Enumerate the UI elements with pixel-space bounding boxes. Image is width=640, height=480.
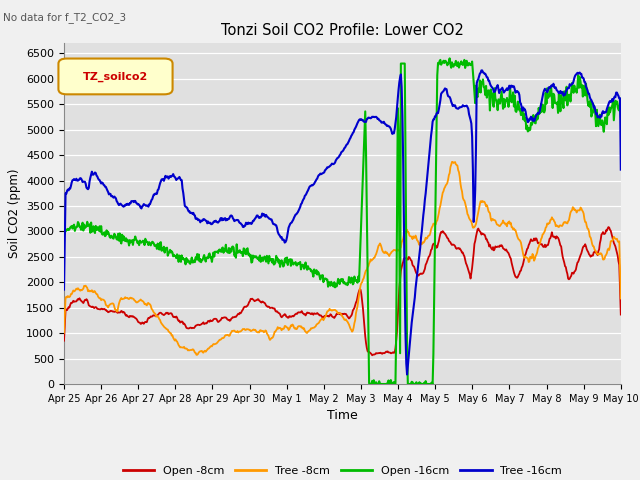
X-axis label: Time: Time: [327, 409, 358, 422]
Legend: Open -8cm, Tree -8cm, Open -16cm, Tree -16cm: Open -8cm, Tree -8cm, Open -16cm, Tree -…: [118, 462, 566, 480]
Text: No data for f_T2_CO2_3: No data for f_T2_CO2_3: [3, 12, 126, 23]
FancyBboxPatch shape: [58, 59, 173, 95]
Text: TZ_soilco2: TZ_soilco2: [83, 72, 148, 82]
Y-axis label: Soil CO2 (ppm): Soil CO2 (ppm): [8, 169, 20, 258]
Title: Tonzi Soil CO2 Profile: Lower CO2: Tonzi Soil CO2 Profile: Lower CO2: [221, 23, 464, 38]
